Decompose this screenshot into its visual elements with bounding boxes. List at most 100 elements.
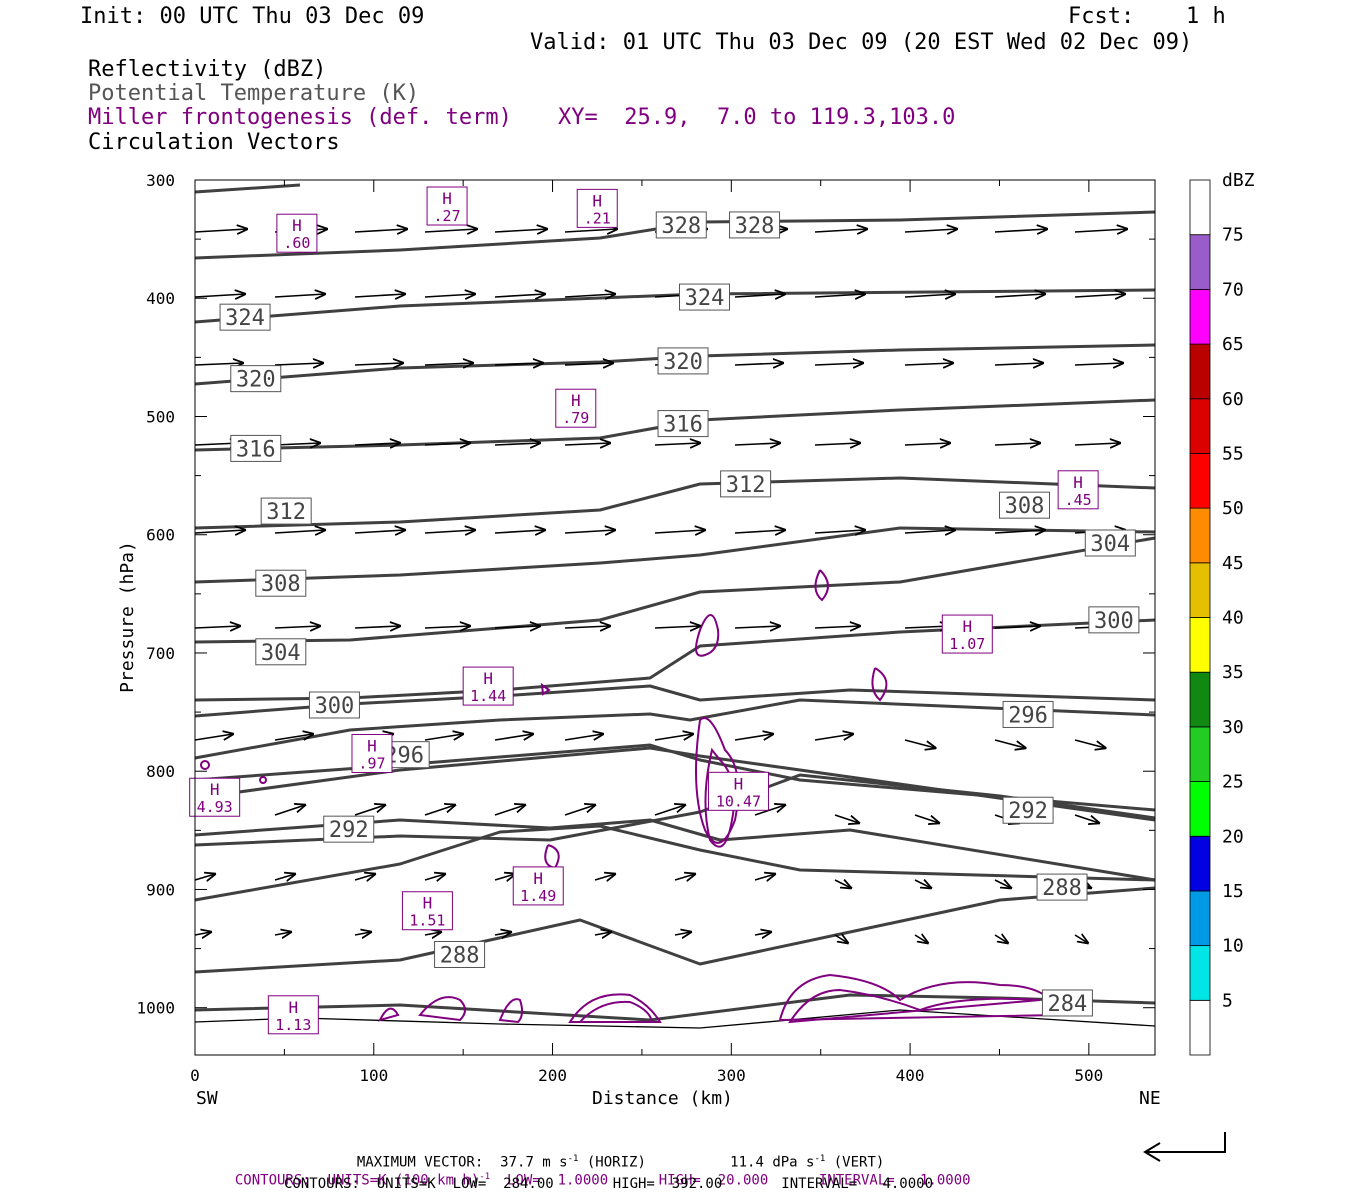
colorbar-level-label: 40 <box>1222 608 1244 629</box>
theta-label: 292 <box>1008 799 1048 824</box>
circulation-vector <box>194 734 233 741</box>
theta-label: 328 <box>661 214 701 239</box>
frontogenesis-max-box <box>351 733 393 773</box>
circulation-vector <box>904 363 953 365</box>
circulation-vector <box>994 363 1043 365</box>
frontogenesis-max-value: 1.51 <box>409 912 445 930</box>
circulation-vector <box>274 874 295 880</box>
theta-contour-line <box>194 698 1156 760</box>
circulation-vector <box>1074 814 1099 823</box>
circulation-vector <box>754 932 771 935</box>
circulation-vector <box>914 880 931 888</box>
frontogenesis-contour <box>540 682 551 696</box>
circulation-vector <box>994 880 1011 888</box>
circulation-vector <box>994 229 1047 232</box>
frontogenesis-contour <box>695 717 740 844</box>
circulation-vector <box>494 626 540 628</box>
circulation-vector <box>734 443 780 445</box>
return-arrow-icon <box>1143 1132 1226 1162</box>
circulation-vector <box>494 932 511 935</box>
circulation-vector <box>424 932 441 935</box>
theta-label-box <box>720 470 772 498</box>
circulation-vector <box>994 739 1025 748</box>
theta-label-box <box>230 434 282 462</box>
terrain-line <box>194 1009 1156 1029</box>
theta-label-box <box>678 283 730 311</box>
circulation-vector <box>904 229 957 232</box>
x-tick-label: 100 <box>359 1066 388 1085</box>
circulation-vector <box>424 874 445 880</box>
frontogenesis-max-value: .97 <box>358 754 385 772</box>
theta-label: 300 <box>1094 609 1134 634</box>
circulation-vector <box>564 805 595 816</box>
colorbar-swatch <box>1189 343 1211 400</box>
theta-label: 304 <box>261 641 301 666</box>
frontogenesis-max-value: .21 <box>584 209 611 227</box>
theta-contour-line <box>194 746 1156 822</box>
colorbar-swatch <box>1189 890 1211 947</box>
circulation-vector <box>814 294 865 297</box>
circulation-vector <box>424 626 470 628</box>
frontogenesis-max-box <box>941 614 993 654</box>
max-vector-label: MAXIMUM VECTOR: <box>356 1154 484 1171</box>
circulation-vector <box>754 874 775 880</box>
frontogenesis-max-value: 10.47 <box>716 792 761 810</box>
theta-label-box <box>1088 606 1140 634</box>
circulation-vector <box>1074 739 1105 748</box>
theta-label: 320 <box>663 350 703 375</box>
circulation-vector <box>274 932 291 935</box>
circulation-vector <box>194 294 245 297</box>
colorbar-swatch <box>1189 835 1211 892</box>
circulation-vector <box>274 626 320 628</box>
frontogenesis-contour <box>259 776 267 784</box>
frontogenesis-contour <box>498 998 524 1024</box>
circulation-vector <box>564 626 610 628</box>
theta-label-box <box>657 347 709 375</box>
frontogenesis-max-box <box>401 891 453 931</box>
colorbar-level-label: 75 <box>1222 225 1244 246</box>
theta-label: 288 <box>440 943 480 968</box>
max-vector-horiz: 37.7 m s <box>500 1154 568 1171</box>
colorbar-swatch <box>1189 398 1211 454</box>
contours-fronto-line: CONTOURS: UNITS=K (100 km h)-1 LOW= 1.00… <box>218 1159 971 1188</box>
circulation-vector <box>494 805 525 816</box>
circulation-vector <box>494 443 540 445</box>
theta-label-box <box>1041 989 1093 1017</box>
theta-label-box <box>655 211 707 239</box>
circulation-vector <box>834 935 848 943</box>
circulation-vector <box>354 229 407 232</box>
circulation-vector <box>274 294 325 297</box>
y-tick-label: 500 <box>146 407 175 426</box>
theta-label-box <box>308 691 360 719</box>
frontogenesis-max-value: 1.44 <box>470 687 506 705</box>
theta-label-box <box>729 211 781 239</box>
x-tick-label: 200 <box>538 1066 567 1085</box>
circulation-vector <box>424 229 477 232</box>
y-axis-title: Pressure (hPa) <box>117 541 138 693</box>
colorbar-level-label: 65 <box>1222 334 1244 355</box>
circulation-vector <box>734 734 773 741</box>
circulation-vector <box>904 530 955 533</box>
circulation-vector <box>594 874 615 880</box>
frontogenesis-max-label: H <box>734 774 744 793</box>
theta-label-box <box>230 365 282 393</box>
valid-time: Valid: 01 UTC Thu 03 Dec 09 (20 EST Wed … <box>530 30 1193 55</box>
frontogenesis-contour <box>200 760 210 770</box>
theta-label-box <box>323 815 375 843</box>
circulation-vector <box>594 932 611 935</box>
circulation-vector <box>1074 935 1088 943</box>
max-vector-vert-exp: -1 <box>814 1154 826 1164</box>
theta-label-box <box>255 638 307 666</box>
circulation-vector <box>654 626 700 628</box>
circulation-vector <box>354 932 371 935</box>
circulation-vector <box>1074 443 1120 445</box>
frontogenesis-contour <box>788 988 1041 1024</box>
frontogenesis-max-box <box>555 388 597 428</box>
y-tick-label: 900 <box>146 880 175 899</box>
frontogenesis-max-value: 1.13 <box>275 1016 311 1034</box>
circulation-vector <box>994 443 1040 445</box>
colorbar-swatch <box>1189 179 1211 236</box>
frontogenesis-max-box <box>189 777 241 817</box>
colorbar-level-label: 5 <box>1222 990 1233 1011</box>
frontogenesis-contour <box>778 973 1062 1022</box>
